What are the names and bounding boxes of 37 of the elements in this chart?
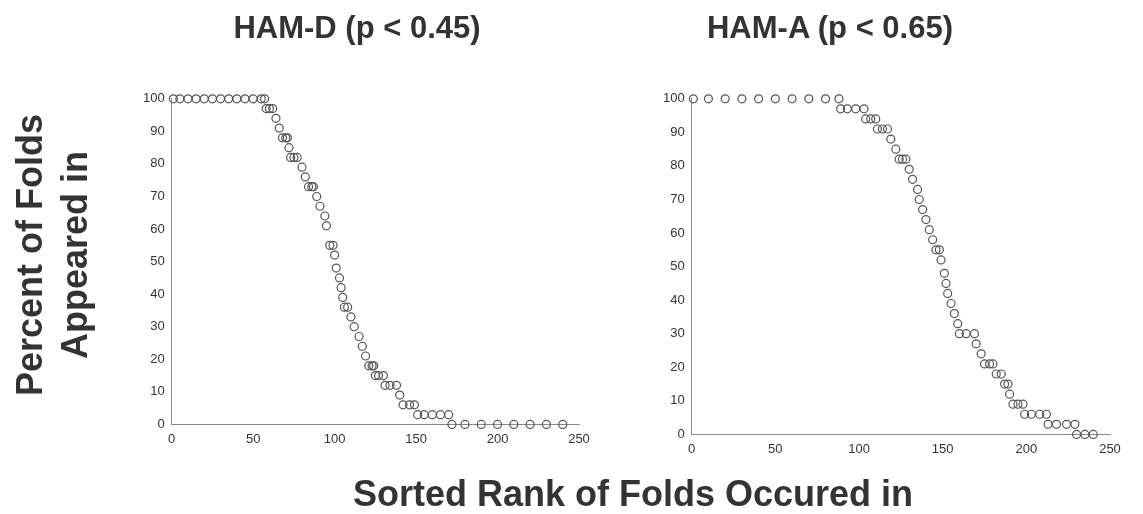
x-tick-label: 150 — [405, 430, 427, 446]
y-tick-label: 50 — [670, 258, 685, 274]
x-tick-label: 0 — [168, 430, 176, 446]
y-tick-label: 80 — [670, 157, 685, 173]
y-tick-label: 60 — [150, 220, 165, 236]
y-tick-label: 40 — [150, 285, 165, 301]
y-tick-label: 30 — [150, 318, 165, 334]
x-axis-title: Sorted Rank of Folds Occured in — [351, 473, 915, 514]
y-tick-label: 10 — [670, 392, 685, 408]
y-tick-label: 70 — [150, 188, 165, 204]
x-tick-label: 200 — [486, 430, 509, 446]
x-tick-label: 100 — [323, 430, 346, 446]
x-tick-label: 250 — [1099, 440, 1121, 456]
y-tick-label: 90 — [150, 122, 165, 138]
y-tick-label: 10 — [150, 383, 165, 399]
y-tick-label: 20 — [150, 350, 165, 366]
x-tick-label: 250 — [568, 430, 590, 446]
y-tick-label: 60 — [670, 224, 685, 240]
x-tick-label: 100 — [848, 440, 870, 456]
x-tick-label: 0 — [688, 440, 696, 456]
x-tick-label: 200 — [1015, 440, 1038, 456]
y-tick-label: 0 — [157, 415, 165, 431]
y-tick-label: 40 — [670, 291, 685, 307]
y-tick-label: 100 — [142, 90, 165, 106]
y-tick-label: 100 — [662, 90, 685, 106]
chart-title: HAM-A (p < 0.65) — [706, 10, 954, 46]
y-tick-label: 30 — [670, 325, 685, 341]
chart-title: HAM-D (p < 0.45) — [232, 10, 482, 46]
y-tick-label: 90 — [670, 123, 685, 139]
y-tick-label: 80 — [150, 155, 165, 171]
x-tick-label: 50 — [768, 440, 783, 456]
y-axis-title: Percent of Folds Appeared in — [8, 113, 96, 399]
y-tick-label: 50 — [150, 253, 165, 269]
x-tick-label: 50 — [245, 430, 261, 446]
x-tick-label: 150 — [931, 440, 954, 456]
y-tick-label: 20 — [670, 358, 685, 374]
y-tick-label: 70 — [670, 191, 685, 207]
